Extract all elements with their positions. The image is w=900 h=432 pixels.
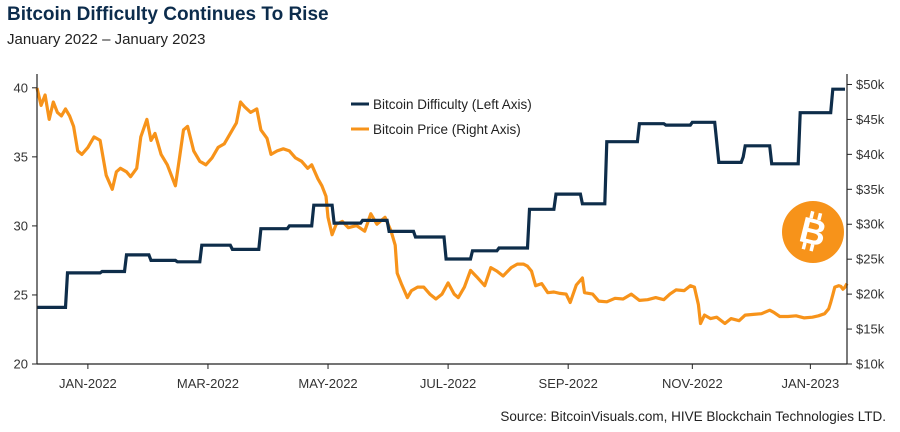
- right-tick-label: $50k: [856, 77, 885, 92]
- right-tick-label: $40k: [856, 147, 885, 162]
- right-tick-label: $10k: [856, 357, 885, 372]
- left-tick-label: 35: [14, 149, 28, 164]
- left-tick-label: 30: [14, 218, 28, 233]
- x-tick-label: MAY-2022: [298, 376, 357, 391]
- chart-title: Bitcoin Difficulty Continues To Rise: [7, 4, 329, 25]
- series-line-bitcoin-price: [35, 87, 849, 326]
- source-note: Source: BitcoinVisuals.com, HIVE Blockch…: [500, 409, 886, 424]
- x-tick-label: JUL-2022: [420, 376, 476, 391]
- bitcoin-logo-icon: B: [782, 201, 844, 263]
- left-axis-ticks: 20 25 30 35 40: [14, 80, 37, 372]
- left-tick-label: 40: [14, 80, 28, 95]
- legend-label-bitcoin-price: Bitcoin Price (Right Axis): [373, 122, 521, 137]
- left-tick-label: 25: [14, 287, 28, 302]
- legend: Bitcoin Difficulty (Left Axis) Bitcoin P…: [351, 97, 532, 137]
- x-axis-ticks: JAN-2022 MAR-2022 MAY-2022 JUL-2022 SEP-2022…: [59, 364, 839, 391]
- legend-label-bitcoin-difficulty: Bitcoin Difficulty (Left Axis): [373, 97, 532, 112]
- series-line-bitcoin-difficulty: [37, 87, 845, 309]
- left-tick-label: 20: [14, 357, 28, 372]
- right-tick-label: $35k: [856, 182, 885, 197]
- x-tick-label: NOV-2022: [662, 376, 723, 391]
- right-axis-ticks: $10k $15k $20k $25k $30k $35k $40k $45k $50k: [847, 77, 885, 372]
- right-tick-label: $15k: [856, 322, 885, 337]
- chart-subtitle: January 2022 – January 2023: [7, 31, 206, 48]
- x-tick-label: SEP-2022: [539, 376, 598, 391]
- right-tick-label: $45k: [856, 112, 885, 127]
- x-tick-label: MAR-2022: [177, 376, 239, 391]
- x-tick-label: JAN-2022: [59, 376, 117, 391]
- right-tick-label: $30k: [856, 217, 885, 232]
- right-tick-label: $25k: [856, 252, 885, 267]
- right-tick-label: $20k: [856, 287, 885, 302]
- x-tick-label: JAN-2023: [781, 376, 839, 391]
